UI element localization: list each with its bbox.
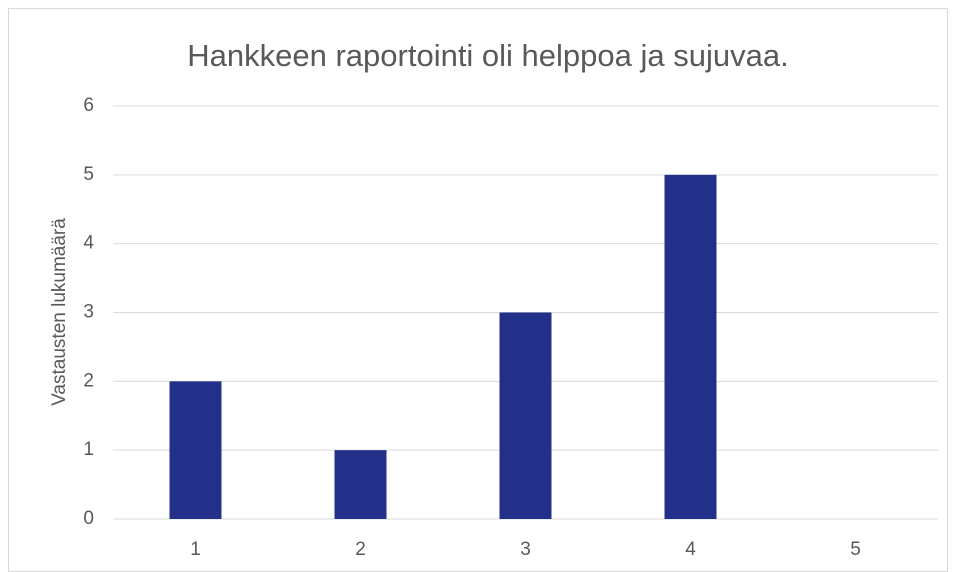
x-tick-label: 2 bbox=[355, 539, 366, 560]
bar bbox=[664, 174, 717, 520]
y-tick-label: 4 bbox=[83, 233, 94, 254]
x-tick-label: 1 bbox=[190, 539, 201, 560]
bar bbox=[334, 450, 387, 519]
y-tick-label: 5 bbox=[83, 164, 94, 185]
bar bbox=[499, 312, 552, 519]
y-tick-label: 1 bbox=[83, 439, 94, 460]
y-tick-label: 3 bbox=[83, 302, 94, 323]
chart-title: Hankkeen raportointi oli helppoa ja suju… bbox=[187, 38, 788, 73]
chart-frame bbox=[8, 8, 948, 572]
y-axis-label: Vastausten lukumäärä bbox=[49, 218, 70, 406]
y-tick-label: 2 bbox=[83, 370, 94, 391]
x-tick-label: 3 bbox=[520, 539, 531, 560]
x-tick-label: 5 bbox=[850, 539, 861, 560]
x-tick-label: 4 bbox=[685, 539, 696, 560]
y-tick-label: 0 bbox=[83, 508, 94, 529]
y-tick-label: 6 bbox=[83, 95, 94, 116]
bar bbox=[169, 381, 222, 519]
